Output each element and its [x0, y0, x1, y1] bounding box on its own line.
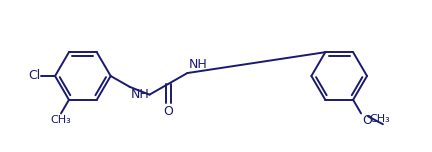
Text: Cl: Cl — [28, 69, 40, 83]
Text: NH: NH — [188, 58, 207, 71]
Text: CH₃: CH₃ — [369, 114, 390, 124]
Text: CH₃: CH₃ — [51, 115, 71, 125]
Text: NH: NH — [130, 88, 149, 101]
Text: O: O — [163, 105, 173, 118]
Text: O: O — [362, 114, 372, 127]
